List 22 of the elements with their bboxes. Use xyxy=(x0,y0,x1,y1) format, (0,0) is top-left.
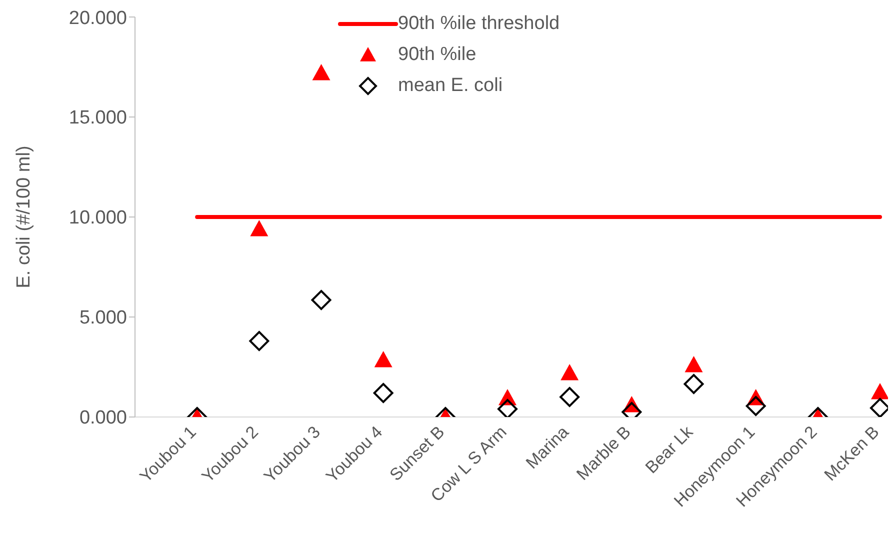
point xyxy=(311,290,332,310)
point xyxy=(249,331,270,351)
point xyxy=(746,396,766,416)
y-tick-label: 15.000 xyxy=(68,108,127,129)
point xyxy=(684,356,703,372)
point xyxy=(560,387,580,407)
y-tick-label: 20.000 xyxy=(68,8,127,29)
point xyxy=(312,64,330,80)
legend-label: 90th %ile xyxy=(398,43,476,67)
y-tick-label: 0.000 xyxy=(79,408,127,429)
legend-label: mean E. coli xyxy=(398,74,503,98)
point xyxy=(374,351,392,368)
point xyxy=(684,374,704,394)
y-tick-label: 10.000 xyxy=(68,208,127,229)
y-tick-label: 5.000 xyxy=(79,308,127,329)
legend-label: 90th %ile threshold xyxy=(398,12,560,36)
point xyxy=(560,364,579,380)
y-axis-title: E. coli (#/100 ml) xyxy=(14,146,35,288)
point xyxy=(250,220,268,236)
point xyxy=(871,383,888,400)
point xyxy=(373,383,394,403)
point xyxy=(498,399,518,417)
